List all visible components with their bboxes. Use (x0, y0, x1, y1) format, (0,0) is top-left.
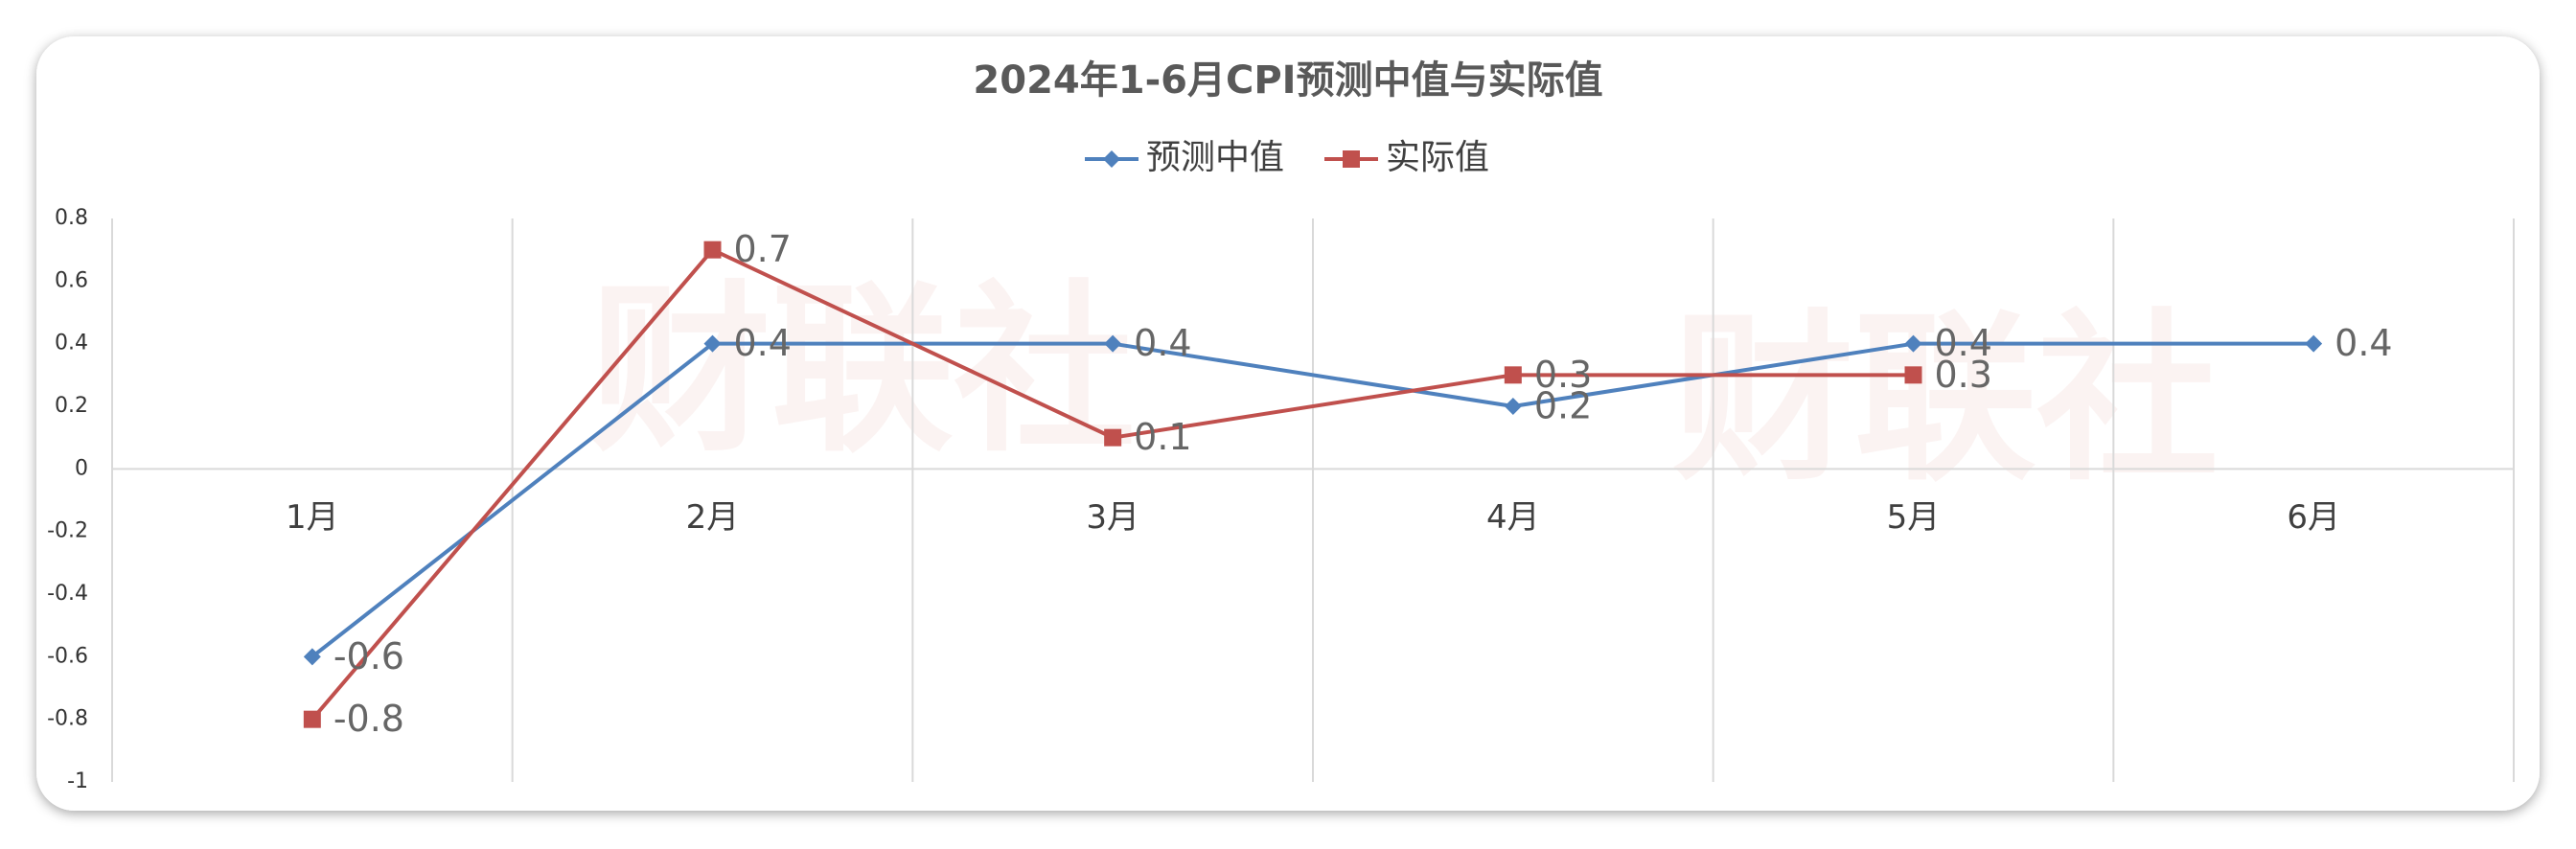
point (1104, 428, 1122, 447)
data-label: 0.3 (1534, 354, 1592, 396)
series-line (310, 341, 2314, 658)
legend-label: 实际值 (1386, 138, 1489, 177)
point (2305, 334, 2323, 353)
x-tick-label: 6月 (2287, 498, 2340, 537)
data-label: -0.8 (334, 698, 404, 740)
point (1504, 366, 1522, 384)
data-label: 0.3 (1935, 354, 1992, 396)
point (1104, 334, 1122, 353)
data-label: 0.4 (2334, 322, 2392, 364)
chart-title: 2024年1-6月CPI预测中值与实际值 (973, 58, 1602, 103)
x-tick-label: 1月 (286, 498, 339, 537)
y-tick-label: -0.8 (47, 707, 88, 731)
watermark: 财联社 (1672, 293, 2219, 505)
data-label: 0.7 (734, 228, 792, 270)
point (703, 334, 722, 353)
data-label: 0.4 (1935, 322, 1992, 364)
point (1103, 150, 1120, 168)
point (703, 241, 722, 259)
data-label: 0.4 (1134, 322, 1191, 364)
point (303, 648, 321, 666)
data-label: 0.4 (734, 322, 792, 364)
y-tick-label: -0.6 (47, 644, 88, 668)
y-tick-label: -1 (67, 769, 88, 793)
y-tick-label: 0.4 (55, 332, 88, 356)
y-tick-label: -0.2 (47, 519, 88, 543)
x-tick-label: 2月 (686, 498, 740, 537)
point (303, 710, 321, 728)
y-tick-label: 0.8 (55, 206, 88, 230)
data-label: 0.2 (1534, 385, 1592, 427)
point (1904, 366, 1922, 384)
y-tick-label: 0.2 (55, 394, 88, 418)
y-tick-label: -0.4 (47, 582, 88, 606)
point (1343, 150, 1360, 168)
data-label: 0.1 (1134, 416, 1191, 458)
point (1504, 398, 1522, 415)
card (36, 36, 2540, 811)
x-tick-label: 4月 (1486, 498, 1540, 537)
legend-label: 预测中值 (1146, 138, 1284, 177)
y-tick-label: 0.6 (55, 268, 88, 292)
point (1904, 334, 1922, 353)
x-tick-label: 3月 (1086, 498, 1139, 537)
data-label: -0.6 (334, 635, 404, 677)
x-tick-label: 5月 (1887, 498, 1941, 537)
y-tick-label: 0 (75, 456, 88, 480)
